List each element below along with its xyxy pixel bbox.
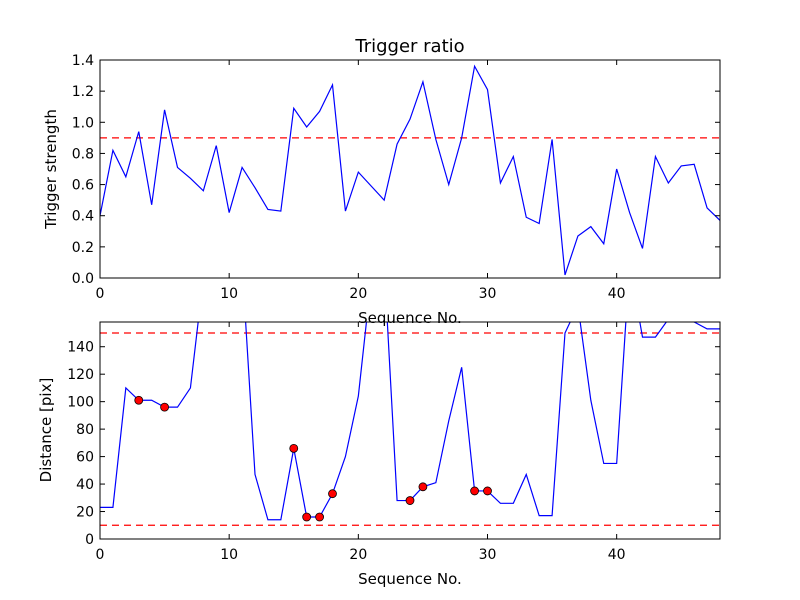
axis-ticks: 0 10 20 30 40 0.0 0.2 0.4 0.6 0.8 1.0 1.2 1.4 — [72, 53, 720, 302]
y-tick-label: 0.8 — [72, 146, 94, 162]
x-tick-label: 30 — [479, 286, 497, 302]
data-point-marker — [405, 496, 415, 505]
y-tick-label: 1.4 — [72, 53, 94, 69]
x-tick-label: 40 — [608, 286, 626, 302]
y-tick-label: 0.2 — [72, 240, 94, 256]
y-tick-label: 20 — [76, 505, 94, 521]
axis-ticks: 0 10 20 30 40 0 20 40 60 80 100 120 140 — [67, 322, 720, 563]
data-point-marker — [483, 486, 492, 496]
y-tick-label: 80 — [76, 422, 94, 438]
x-tick-label: 20 — [349, 286, 367, 302]
y-tick-label: 100 — [67, 395, 94, 411]
y-tick-label: 0.0 — [72, 271, 94, 287]
x-axis-label: Sequence No. — [358, 570, 462, 588]
x-tick-label: 10 — [220, 286, 238, 302]
data-point-marker — [470, 486, 479, 496]
y-tick-label: 1.0 — [72, 115, 94, 131]
chart-title: Trigger ratio — [354, 36, 464, 57]
x-tick-label: 0 — [96, 547, 105, 563]
y-tick-label: 0 — [85, 532, 94, 548]
x-tick-label: 20 — [349, 547, 367, 563]
y-tick-label: 140 — [67, 340, 94, 356]
y-tick-label: 60 — [76, 450, 94, 466]
y-axis-label: Distance [pix] — [37, 378, 55, 483]
y-axis-label: Trigger strength — [42, 109, 60, 230]
data-point-marker — [328, 489, 337, 499]
chart-trigger-ratio: Trigger ratio 0 10 20 30 40 0.0 0.2 0.4 0.6 0.8 1.… — [42, 36, 721, 327]
series-line — [100, 64, 720, 276]
data-point-marker — [418, 482, 428, 492]
plot-frame — [99, 59, 721, 279]
y-tick-label: 0.4 — [72, 209, 94, 225]
x-tick-label: 10 — [220, 547, 238, 563]
x-tick-label: 40 — [608, 547, 626, 563]
plot-frame — [99, 321, 721, 540]
data-point-marker — [302, 512, 312, 522]
chart-distance: 0 10 20 30 40 0 20 40 60 80 100 120 140 Sequence No.… — [37, 321, 721, 588]
data-point-marker — [134, 395, 144, 405]
x-axis-label: Sequence No. — [358, 309, 462, 327]
plot-area — [100, 322, 720, 526]
x-tick-label: 0 — [96, 286, 105, 302]
plot-area — [100, 64, 720, 276]
data-point-marker — [315, 512, 324, 522]
y-tick-label: 1.2 — [72, 84, 94, 100]
y-tick-label: 120 — [67, 367, 94, 383]
data-point-marker — [289, 443, 299, 453]
y-tick-label: 0.6 — [72, 178, 94, 194]
y-tick-label: 40 — [76, 477, 94, 493]
x-tick-label: 30 — [479, 547, 497, 563]
data-point-marker — [160, 402, 169, 412]
